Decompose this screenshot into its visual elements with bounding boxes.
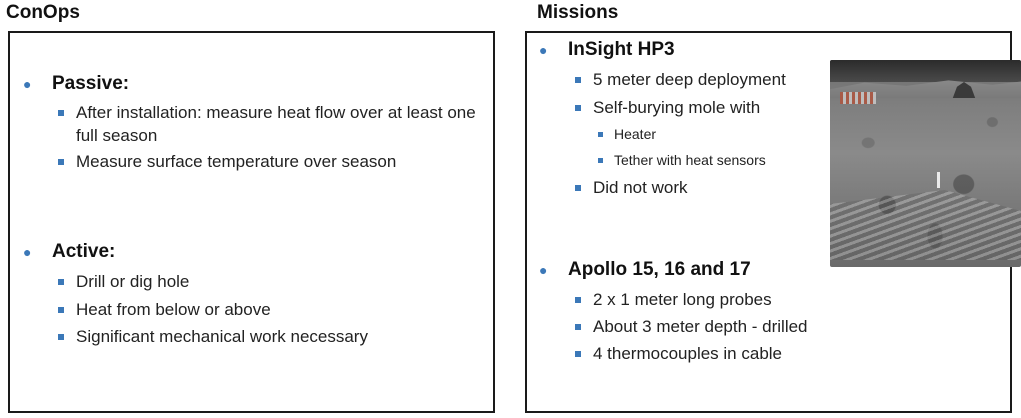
bullet-square [598, 158, 603, 163]
passive-item-1-text: After installation: measure heat flow ov… [76, 103, 476, 145]
bullet-dot: ● [23, 244, 32, 260]
bullet-square [58, 307, 64, 313]
missions-title: Missions [537, 2, 619, 23]
insight-subitem-1: Heater [598, 126, 657, 142]
insight-item-3: Did not work [575, 176, 688, 199]
apollo-item-1: 2 x 1 meter long probes [575, 288, 772, 311]
apollo-heading: ● Apollo 15, 16 and 17 [539, 259, 751, 281]
bullet-square [575, 324, 581, 330]
insight-subitem-2-text: Tether with heat sensors [614, 152, 766, 168]
apollo-item-2-text: About 3 meter depth - drilled [593, 317, 808, 336]
insight-heading: ● InSight HP3 [539, 39, 675, 61]
bullet-square [58, 334, 64, 340]
bullet-dot: ● [539, 42, 548, 58]
photo-rover-tracks [830, 190, 1021, 260]
active-item-2-text: Heat from below or above [76, 300, 271, 319]
insight-heading-text: InSight HP3 [568, 39, 675, 60]
active-heading: ● Active: [23, 241, 116, 263]
apollo-lunar-surface-photo [830, 60, 1021, 267]
bullet-dot: ● [539, 262, 548, 278]
apollo-item-1-text: 2 x 1 meter long probes [593, 290, 772, 309]
insight-item-1: 5 meter deep deployment [575, 68, 786, 91]
bullet-square [575, 351, 581, 357]
active-item-2: Heat from below or above [58, 298, 476, 321]
bullet-square [575, 77, 581, 83]
insight-subitem-1-text: Heater [614, 126, 657, 142]
active-item-3-text: Significant mechanical work necessary [76, 327, 368, 346]
photo-equipment [840, 92, 876, 104]
apollo-heading-text: Apollo 15, 16 and 17 [568, 259, 751, 280]
bullet-square [58, 110, 64, 116]
bullet-square [575, 105, 581, 111]
passive-item-2: Measure surface temperature over season [58, 150, 476, 173]
passive-item-2-text: Measure surface temperature over season [76, 152, 397, 171]
insight-item-1-text: 5 meter deep deployment [593, 70, 786, 89]
active-item-1: Drill or dig hole [58, 270, 476, 293]
insight-item-2: Self-burying mole with [575, 96, 761, 119]
apollo-item-3-text: 4 thermocouples in cable [593, 344, 783, 363]
insight-subitem-2: Tether with heat sensors [598, 152, 766, 168]
apollo-item-2: About 3 meter depth - drilled [575, 315, 808, 338]
insight-item-3-text: Did not work [593, 178, 688, 197]
photo-probe [937, 172, 940, 188]
active-item-3: Significant mechanical work necessary [58, 325, 476, 348]
bullet-dot: ● [23, 76, 32, 92]
passive-heading: ● Passive: [23, 73, 130, 95]
apollo-item-3: 4 thermocouples in cable [575, 342, 783, 365]
conops-title: ConOps [6, 2, 80, 23]
active-heading-text: Active: [52, 241, 116, 262]
bullet-square [598, 132, 603, 137]
photo-lander [952, 82, 976, 98]
bullet-square [58, 159, 64, 165]
passive-item-1: After installation: measure heat flow ov… [58, 101, 476, 147]
conops-panel [8, 31, 495, 413]
photo-sky [830, 60, 1021, 82]
bullet-square [575, 185, 581, 191]
bullet-square [575, 297, 581, 303]
insight-item-2-text: Self-burying mole with [593, 98, 761, 117]
active-item-1-text: Drill or dig hole [76, 272, 190, 291]
bullet-square [58, 279, 64, 285]
passive-heading-text: Passive: [52, 73, 130, 94]
